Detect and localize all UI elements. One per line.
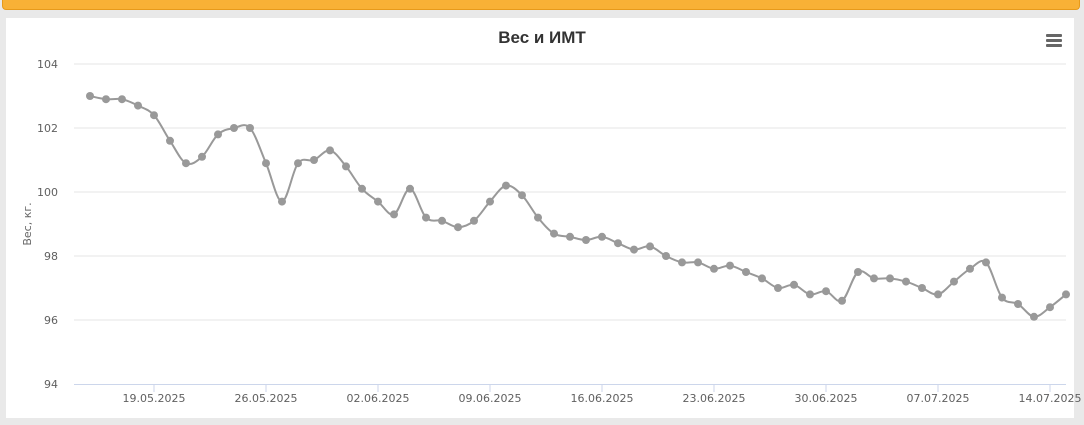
- data-point[interactable]: [166, 136, 174, 145]
- data-point[interactable]: [182, 159, 190, 168]
- data-point[interactable]: [822, 287, 830, 296]
- data-point[interactable]: [1014, 300, 1022, 308]
- data-point[interactable]: [582, 236, 590, 244]
- x-tick-label: 09.06.2025: [459, 392, 522, 405]
- data-point[interactable]: [902, 277, 910, 286]
- data-point[interactable]: [390, 210, 398, 219]
- data-point[interactable]: [422, 213, 430, 222]
- data-point[interactable]: [230, 124, 238, 132]
- chart-title: Вес и ИМТ: [498, 28, 586, 47]
- data-point[interactable]: [326, 146, 334, 155]
- data-point[interactable]: [630, 245, 638, 254]
- data-point[interactable]: [742, 268, 750, 276]
- data-point[interactable]: [982, 258, 990, 267]
- y-tick-label: 104: [37, 58, 58, 71]
- data-point[interactable]: [694, 258, 702, 267]
- data-point[interactable]: [502, 181, 510, 190]
- hamburger-menu-icon: [1046, 34, 1062, 37]
- data-point[interactable]: [470, 216, 478, 225]
- data-point[interactable]: [86, 92, 94, 100]
- data-point[interactable]: [150, 111, 158, 120]
- data-point[interactable]: [294, 159, 302, 168]
- data-point[interactable]: [614, 239, 622, 248]
- x-tick-label: 16.06.2025: [571, 392, 634, 405]
- x-tick-label: 30.06.2025: [795, 392, 858, 405]
- data-point[interactable]: [710, 264, 718, 273]
- data-point[interactable]: [486, 197, 494, 206]
- data-point[interactable]: [1030, 312, 1038, 321]
- top-accent-bar: [2, 0, 1080, 10]
- data-point[interactable]: [598, 232, 606, 241]
- data-point[interactable]: [758, 274, 766, 283]
- data-point[interactable]: [790, 280, 798, 289]
- y-tick-label: 94: [44, 378, 58, 391]
- data-point[interactable]: [118, 95, 126, 104]
- data-point[interactable]: [518, 191, 526, 200]
- data-point[interactable]: [534, 213, 542, 222]
- data-point[interactable]: [134, 101, 142, 110]
- x-tick-label: 19.05.2025: [123, 392, 186, 405]
- data-point[interactable]: [198, 152, 206, 161]
- data-point[interactable]: [854, 268, 862, 276]
- data-point[interactable]: [1062, 290, 1070, 299]
- x-tick-label: 14.07.2025: [1019, 392, 1082, 405]
- data-point[interactable]: [646, 242, 654, 251]
- x-tick-label: 02.06.2025: [347, 392, 410, 405]
- data-point[interactable]: [214, 130, 222, 139]
- data-point[interactable]: [438, 216, 446, 225]
- data-point[interactable]: [662, 252, 670, 260]
- data-point[interactable]: [886, 274, 894, 283]
- data-point[interactable]: [342, 162, 350, 171]
- data-point[interactable]: [1046, 303, 1054, 312]
- data-point[interactable]: [678, 258, 686, 267]
- data-point[interactable]: [934, 290, 942, 299]
- y-axis-ticks: 94 96 98 100 102 104: [37, 58, 58, 391]
- data-point[interactable]: [998, 293, 1006, 302]
- data-point[interactable]: [966, 264, 974, 273]
- data-point[interactable]: [358, 184, 366, 193]
- data-point[interactable]: [406, 184, 414, 193]
- chart-menu-button[interactable]: [1042, 31, 1066, 51]
- y-axis-title: Вес, кг.: [21, 202, 34, 245]
- data-point[interactable]: [870, 274, 878, 283]
- data-point[interactable]: [806, 290, 814, 299]
- grid-lines: [74, 63, 1066, 385]
- data-point[interactable]: [310, 156, 318, 164]
- x-axis-ticks: 19.05.2025 26.05.2025 02.06.2025 09.06.2025…: [123, 384, 1082, 405]
- data-point[interactable]: [454, 223, 462, 232]
- x-tick-label: 26.05.2025: [235, 392, 298, 405]
- data-point[interactable]: [278, 197, 286, 206]
- x-tick-label: 23.06.2025: [683, 392, 746, 405]
- y-tick-label: 100: [37, 186, 58, 199]
- data-point[interactable]: [102, 95, 110, 104]
- y-tick-label: 102: [37, 122, 58, 135]
- data-point[interactable]: [566, 232, 574, 241]
- y-tick-label: 98: [44, 250, 58, 263]
- data-point[interactable]: [550, 229, 558, 238]
- data-point[interactable]: [262, 159, 270, 168]
- data-point[interactable]: [726, 261, 734, 270]
- data-point[interactable]: [374, 197, 382, 206]
- data-point[interactable]: [918, 284, 926, 292]
- data-point[interactable]: [246, 124, 254, 132]
- data-point[interactable]: [838, 296, 846, 305]
- weight-series[interactable]: [86, 92, 1070, 321]
- data-point[interactable]: [774, 284, 782, 292]
- x-tick-label: 07.07.2025: [907, 392, 970, 405]
- y-tick-label: 96: [44, 314, 58, 327]
- data-point[interactable]: [950, 277, 958, 286]
